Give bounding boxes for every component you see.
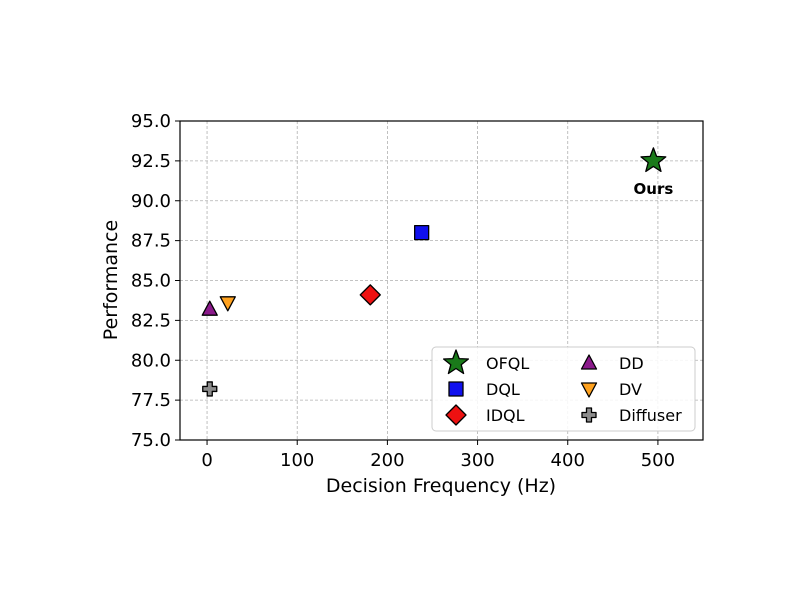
y-tick-label: 75.0: [131, 430, 171, 451]
x-tick-label: 200: [370, 450, 404, 471]
legend-marker-idql: [445, 404, 467, 426]
data-point-idql: [359, 284, 381, 306]
x-tick-label: 500: [641, 450, 675, 471]
y-tick-label: 82.5: [131, 310, 171, 331]
annotations: Ours: [634, 180, 674, 198]
legend-marker-dv: [580, 382, 598, 398]
data-point-diffuser: [202, 381, 218, 397]
y-tick-label: 80.0: [131, 350, 171, 371]
x-axis-label: Decision Frequency (Hz): [326, 475, 556, 497]
x-tick-label: 400: [551, 450, 585, 471]
y-tick-label: 92.5: [131, 151, 171, 172]
legend-label-dd: DD: [619, 354, 644, 373]
data-points: [201, 147, 667, 397]
data-point-dd: [201, 300, 218, 316]
y-tick-label: 95.0: [131, 111, 171, 132]
legend-marker-ofql: [442, 349, 470, 375]
legend-box: [431, 346, 696, 432]
y-tick-label: 85.0: [131, 271, 171, 292]
y-axis-label: Performance: [100, 220, 122, 340]
legend-label-dql: DQL: [486, 380, 520, 399]
annotation-label: Ours: [634, 180, 674, 198]
legend-label-idql: IDQL: [486, 406, 525, 425]
y-tick-label: 77.5: [131, 390, 171, 411]
y-tick-label: 87.5: [131, 231, 171, 252]
legend-marker-dd: [580, 354, 598, 370]
legend-marker-dql: [448, 381, 464, 397]
legend-label-dv: DV: [619, 380, 642, 399]
y-tick-label: 90.0: [131, 191, 171, 212]
legend-label-diffuser: Diffuser: [619, 406, 682, 425]
data-point-dql: [414, 224, 430, 241]
axis-ticks: 0 100 200 300 400 500 75.0 77.5 80.0 82.5 85.0 87.5…: [131, 111, 675, 471]
legend-label-ofql: OFQL: [486, 354, 529, 373]
x-tick-label: 0: [201, 450, 212, 471]
x-tick-label: 300: [460, 450, 494, 471]
x-tick-label: 100: [280, 450, 314, 471]
data-point-ofql: [640, 147, 667, 173]
legend: OFQL DQL IDQL DD DV Diffuser: [431, 346, 696, 432]
data-point-dv: [219, 296, 236, 312]
legend-marker-diffuser: [581, 407, 597, 423]
